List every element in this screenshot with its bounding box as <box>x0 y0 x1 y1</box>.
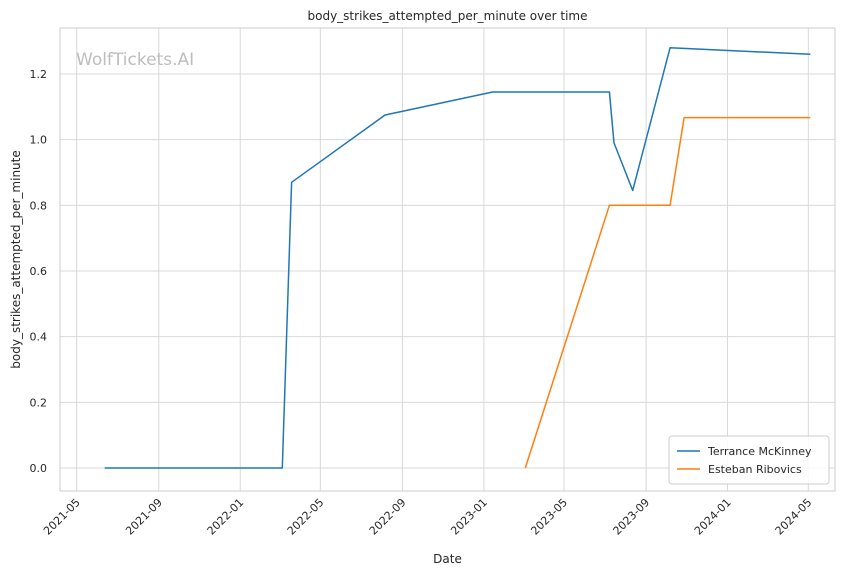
y-tick-label: 0.0 <box>30 462 48 475</box>
x-tick-label: 2022-09 <box>367 496 409 538</box>
y-axis-ticks: 0.0 0.2 0.4 0.6 0.8 1.0 1.2 <box>30 68 48 475</box>
x-tick-label: 2023-09 <box>611 496 653 538</box>
y-tick-label: 1.0 <box>30 134 48 147</box>
x-tick-label: 2024-01 <box>692 496 734 538</box>
watermark-text: WolfTickets.AI <box>76 50 194 70</box>
legend-label: Esteban Ribovics <box>708 463 802 476</box>
y-axis-title: body_strikes_attempted_per_minute <box>9 150 23 368</box>
x-axis-ticks: 2021-05 2021-09 2022-01 2022-05 2022-09 2023-… <box>41 496 814 538</box>
y-tick-label: 0.6 <box>30 265 48 278</box>
legend: Terrance McKinney Esteban Ribovics <box>668 435 830 485</box>
x-tick-label: 2021-05 <box>41 496 83 538</box>
series-line-1 <box>104 46 811 469</box>
plot-area <box>60 28 835 491</box>
y-tick-label: 1.2 <box>30 68 48 81</box>
x-tick-label: 2021-09 <box>123 496 165 538</box>
legend-label: Terrance McKinney <box>707 445 812 458</box>
x-tick-label: 2022-05 <box>285 496 327 538</box>
y-tick-label: 0.8 <box>30 199 48 212</box>
chart-title: body_strikes_attempted_per_minute over t… <box>308 9 588 23</box>
plot-frame <box>59 27 836 492</box>
y-tick-label: 0.4 <box>30 331 48 344</box>
x-tick-label: 2024-05 <box>773 496 815 538</box>
y-tick-label: 0.2 <box>30 396 48 409</box>
x-tick-label: 2023-05 <box>528 496 570 538</box>
series-layer <box>104 46 811 469</box>
series-line-2 <box>524 116 811 469</box>
x-tick-label: 2022-01 <box>205 496 247 538</box>
x-tick-label: 2023-01 <box>448 496 490 538</box>
x-axis-title: Date <box>433 552 462 566</box>
legend-box <box>668 435 830 485</box>
